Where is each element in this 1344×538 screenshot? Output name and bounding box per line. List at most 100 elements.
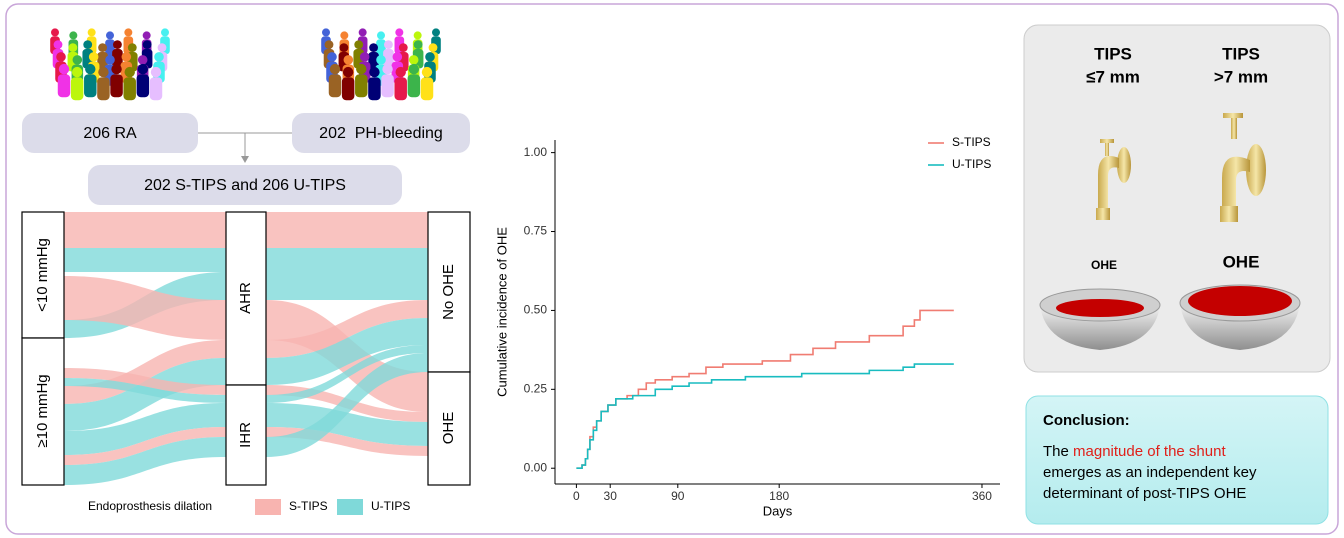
person [420, 77, 434, 101]
ribbon [64, 340, 226, 404]
node-label: IHR [237, 422, 254, 448]
legend-swatch [255, 499, 281, 515]
node [21, 211, 65, 339]
flow-label: 202 PH-bleeding [319, 125, 443, 142]
bowl-small [1039, 288, 1161, 350]
person [432, 28, 440, 37]
ribbon [64, 427, 226, 465]
person [324, 40, 334, 50]
person [84, 74, 97, 98]
person [137, 55, 148, 65]
tips-label: TIPS [1094, 44, 1132, 63]
person [328, 74, 342, 98]
person [428, 43, 438, 53]
ribbon [266, 300, 428, 358]
person [392, 52, 403, 62]
frame [5, 3, 1339, 535]
y-tick-label: 0.25 [524, 381, 548, 395]
person [56, 52, 66, 62]
person [356, 63, 367, 75]
person [85, 63, 96, 75]
person [358, 28, 367, 37]
person [359, 52, 370, 62]
person [106, 31, 114, 40]
arrow [241, 156, 249, 163]
sankey-nodes [21, 211, 471, 486]
x-tick-label: 0 [573, 489, 580, 503]
person [339, 43, 349, 53]
legend-swatch [337, 499, 363, 515]
person [98, 66, 109, 78]
person [394, 77, 407, 101]
person [150, 66, 162, 78]
flow-box [292, 113, 470, 153]
person [322, 28, 330, 37]
legend-label: U-TIPS [952, 157, 991, 171]
person [127, 43, 137, 53]
person [112, 49, 123, 69]
conclusion-highlight: magnitude of the shunt [1073, 443, 1226, 460]
node [21, 337, 65, 486]
node-label: ≥10 mmHg [34, 374, 51, 447]
person [88, 52, 99, 62]
person [68, 43, 78, 53]
conclusion-text: The [1043, 443, 1073, 460]
y-tick-label: 0.75 [524, 224, 548, 238]
person [71, 66, 83, 78]
person [87, 28, 96, 37]
person [408, 55, 419, 65]
person [137, 63, 149, 75]
y-axis-label: Cumulative incidence of OHE [494, 227, 509, 397]
person [327, 52, 337, 62]
conclusion-line: determinant of post-TIPS OHE [1043, 485, 1246, 502]
person [58, 63, 70, 75]
person [369, 66, 380, 78]
legend-label: S-TIPS [952, 135, 991, 149]
person [395, 28, 404, 37]
person [53, 40, 63, 50]
node-label: OHE [440, 412, 457, 445]
person [157, 43, 167, 53]
ribbon [266, 345, 428, 403]
ribbon [64, 403, 226, 455]
flow-label: 206 RA [83, 125, 137, 142]
person [98, 43, 107, 53]
tips-label: TIPS [1222, 44, 1260, 63]
legend-title: Endoprosthesis dilation [88, 499, 212, 513]
person [341, 77, 355, 101]
person [113, 40, 122, 50]
person [124, 28, 133, 37]
conclusion-heading: Conclusion: [1043, 412, 1130, 429]
person [368, 77, 381, 101]
faucet-small [1096, 139, 1131, 220]
ribbon [266, 272, 428, 300]
y-tick-label: 0.50 [524, 303, 548, 317]
person [377, 31, 385, 40]
person [121, 52, 132, 62]
person [413, 31, 422, 40]
person [383, 49, 394, 69]
person [408, 63, 420, 75]
ribbon [266, 318, 428, 385]
km-chart: 0.00 0.25 0.50 0.75 1.00 0 30 90 180 360 Days Cumul… [494, 135, 1000, 518]
person [329, 63, 341, 75]
ribbon [64, 378, 226, 403]
node-label: <10 mmHg [34, 238, 51, 312]
x-tick-label: 360 [972, 489, 992, 503]
person [142, 40, 152, 50]
person [395, 66, 406, 78]
node-label: No OHE [440, 264, 457, 320]
person [51, 28, 59, 37]
person [425, 52, 435, 62]
legend-label: S-TIPS [289, 499, 328, 513]
conclusion-box [1025, 395, 1329, 525]
person [343, 55, 354, 65]
person [136, 74, 150, 98]
flow-box [22, 113, 198, 153]
person [376, 55, 386, 65]
person [154, 52, 164, 62]
person [110, 74, 123, 98]
bowl-large [1179, 284, 1301, 350]
ribbon [266, 212, 428, 248]
